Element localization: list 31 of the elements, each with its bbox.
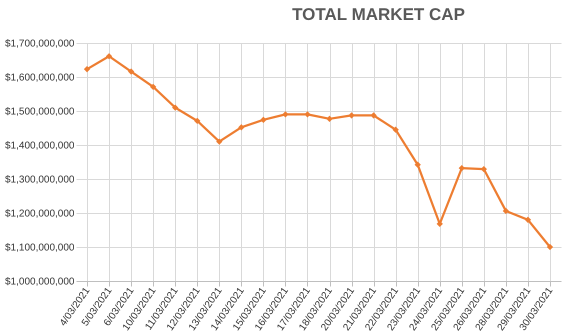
point	[326, 116, 333, 122]
point	[480, 166, 488, 172]
point	[304, 111, 311, 118]
point	[128, 68, 134, 75]
point	[84, 66, 90, 72]
point	[106, 53, 112, 60]
point	[458, 164, 465, 172]
y-tick-label: $1,400,000,000	[4, 140, 75, 152]
chart-title: TOTAL MARKET CAP	[292, 5, 465, 24]
point	[216, 138, 222, 145]
y-tick-label: $1,700,000,000	[4, 38, 75, 50]
point	[524, 216, 532, 223]
point	[150, 84, 156, 90]
point	[414, 162, 421, 168]
y-tick-label: $1,100,000,000	[4, 242, 75, 254]
point	[502, 208, 510, 214]
point	[436, 220, 443, 228]
point	[546, 244, 554, 250]
y-tick-label: $1,200,000,000	[4, 208, 75, 220]
point	[392, 126, 399, 133]
y-tick-label: $1,600,000,000	[4, 72, 75, 84]
y-tick-label: $1,300,000,000	[4, 174, 75, 186]
y-tick-label: $1,500,000,000	[4, 106, 75, 118]
point	[370, 112, 377, 119]
point	[194, 118, 200, 124]
point	[348, 112, 355, 119]
y-tick-label: $1,000,000,000	[4, 276, 75, 288]
point	[238, 124, 245, 130]
point	[260, 116, 267, 123]
point	[172, 104, 178, 111]
point	[282, 111, 289, 118]
